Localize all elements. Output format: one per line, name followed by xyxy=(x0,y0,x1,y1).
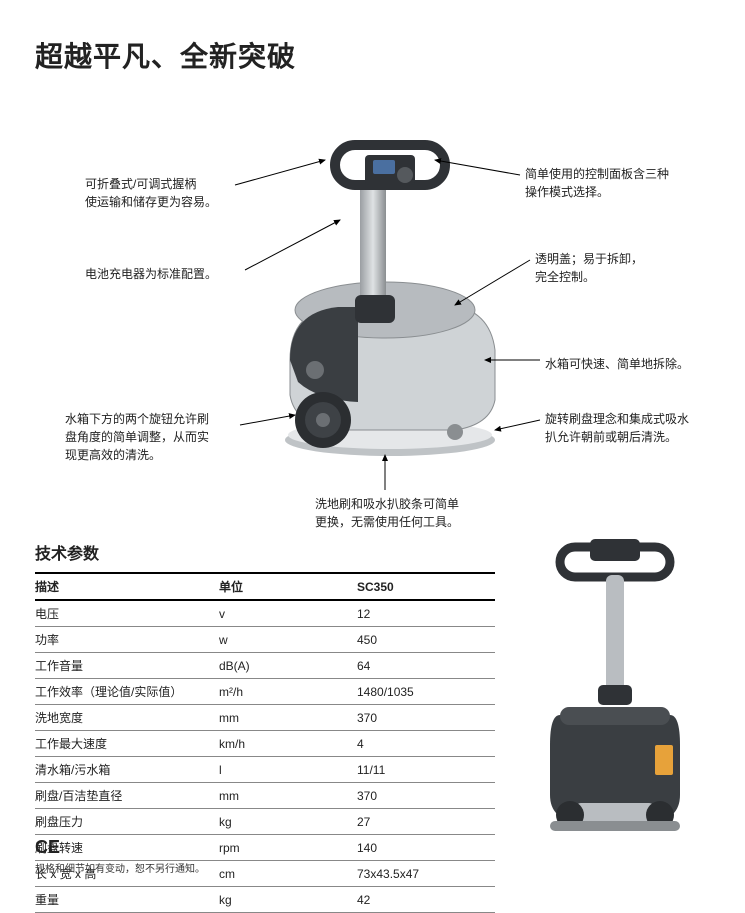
table-cell: 工作效率（理论值/实际值） xyxy=(35,679,219,705)
table-cell: 刷盘压力 xyxy=(35,809,219,835)
table-cell: m²/h xyxy=(219,679,357,705)
table-cell: 27 xyxy=(357,809,495,835)
table-cell: mm xyxy=(219,705,357,731)
table-cell: km/h xyxy=(219,731,357,757)
table-cell: 功率 xyxy=(35,627,219,653)
table-cell: kg xyxy=(219,887,357,913)
table-cell: 洗地宽度 xyxy=(35,705,219,731)
table-cell: 12 xyxy=(357,600,495,627)
table-cell: l xyxy=(219,757,357,783)
table-cell: 64 xyxy=(357,653,495,679)
table-cell: dB(A) xyxy=(219,653,357,679)
product-main-image xyxy=(255,110,515,460)
specs-section: 技术参数 描述 单位 SC350 电压v12功率w450工作音量dB(A)64工… xyxy=(35,540,495,913)
table-cell: 刷盘转速 xyxy=(35,835,219,861)
table-cell: rpm xyxy=(219,835,357,861)
table-cell: 工作音量 xyxy=(35,653,219,679)
table-row: 电压v12 xyxy=(35,600,495,627)
table-cell: mm xyxy=(219,783,357,809)
callout-panel: 简单使用的控制面板含三种操作模式选择。 xyxy=(525,165,669,201)
callout-cover: 透明盖；易于拆卸，完全控制。 xyxy=(535,250,643,286)
table-cell: 370 xyxy=(357,705,495,731)
table-row: 工作音量dB(A)64 xyxy=(35,653,495,679)
table-row: 重量kg42 xyxy=(35,887,495,913)
table-row: 工作最大速度km/h4 xyxy=(35,731,495,757)
table-cell: cm xyxy=(219,861,357,887)
specs-header-model: SC350 xyxy=(357,573,495,600)
specs-header-unit: 单位 xyxy=(219,573,357,600)
callout-knobs: 水箱下方的两个旋钮允许刷盘角度的简单调整，从而实现更高效的清洗。 xyxy=(65,410,209,464)
callout-charger: 电池充电器为标准配置。 xyxy=(85,265,217,283)
callout-handle: 可折叠式/可调式握柄使运输和储存更为容易。 xyxy=(85,175,217,211)
callout-brush: 洗地刷和吸水扒胶条可简单更换，无需使用任何工具。 xyxy=(315,495,459,531)
table-cell: 140 xyxy=(357,835,495,861)
callout-deck: 旋转刷盘理念和集成式吸水扒允许朝前或朝后清洗。 xyxy=(545,410,689,446)
table-cell: 4 xyxy=(357,731,495,757)
table-cell: 11/11 xyxy=(357,757,495,783)
table-cell: 重量 xyxy=(35,887,219,913)
page-title: 超越平凡、全新突破 xyxy=(35,35,296,75)
table-cell: v xyxy=(219,600,357,627)
table-cell: kg xyxy=(219,809,357,835)
ce-mark: CE xyxy=(35,837,60,858)
specs-header-desc: 描述 xyxy=(35,573,219,600)
table-cell: 1480/1035 xyxy=(357,679,495,705)
table-row: 刷盘/百洁垫直径mm370 xyxy=(35,783,495,809)
table-cell: 刷盘/百洁垫直径 xyxy=(35,783,219,809)
table-row: 工作效率（理论值/实际值）m²/h1480/1035 xyxy=(35,679,495,705)
table-row: 洗地宽度mm370 xyxy=(35,705,495,731)
table-cell: 370 xyxy=(357,783,495,809)
table-cell: 清水箱/污水箱 xyxy=(35,757,219,783)
product-rear-image xyxy=(540,535,690,835)
table-row: 功率w450 xyxy=(35,627,495,653)
table-row: 刷盘转速rpm140 xyxy=(35,835,495,861)
table-cell: 450 xyxy=(357,627,495,653)
specs-title: 技术参数 xyxy=(35,540,495,564)
product-diagram: 可折叠式/可调式握柄使运输和储存更为容易。 电池充电器为标准配置。 水箱下方的两… xyxy=(35,110,715,530)
callout-tank: 水箱可快速、简单地拆除。 xyxy=(545,355,689,373)
table-cell: 电压 xyxy=(35,600,219,627)
table-row: 清水箱/污水箱l11/11 xyxy=(35,757,495,783)
table-cell: 73x43.5x47 xyxy=(357,861,495,887)
table-cell: 工作最大速度 xyxy=(35,731,219,757)
table-cell: 42 xyxy=(357,887,495,913)
table-cell: w xyxy=(219,627,357,653)
disclaimer-text: 规格和细节如有变动，恕不另行通知。 xyxy=(35,860,205,875)
table-row: 刷盘压力kg27 xyxy=(35,809,495,835)
